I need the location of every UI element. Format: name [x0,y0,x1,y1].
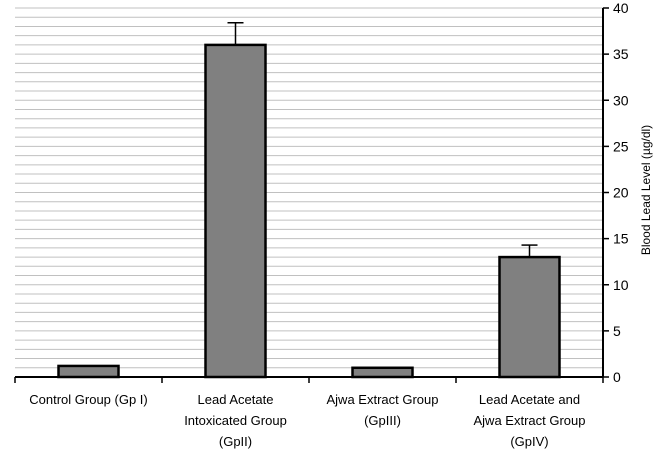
y-tick-label: 25 [613,138,629,154]
gridlines [15,7,603,369]
bars [57,43,561,379]
bar [204,43,267,379]
bar [57,364,120,379]
y-tick-label: 35 [613,46,629,62]
y-tick-label: 30 [613,92,629,108]
x-tick-labels: Control Group (Gp I) Lead Acetate Intoxica… [29,392,585,449]
x-tick-label: Control Group (Gp I) [29,392,148,407]
bar [351,366,414,379]
y-tick-label: 20 [613,185,629,201]
bar [498,255,561,379]
x-tick-label: Lead Acetate Intoxicated Group (GpII) [184,392,287,449]
x-tick-label: Ajwa Extract Group (GpIII) [327,392,439,428]
y-tick-label: 10 [613,277,629,293]
y-tick-label: 40 [613,0,629,16]
x-tick-label: Lead Acetate and Ajwa Extract Group (GpIV) [474,392,586,449]
y-tick-label: 15 [613,231,629,247]
y-tick-label: 5 [613,323,621,339]
y-ticks: 0 5 10 15 20 25 30 35 40 [14,0,629,385]
y-tick-label: 0 [613,369,621,385]
y-axis-title: Blood Lead Level (µg/dl) [639,125,653,255]
error-bars [227,22,538,258]
